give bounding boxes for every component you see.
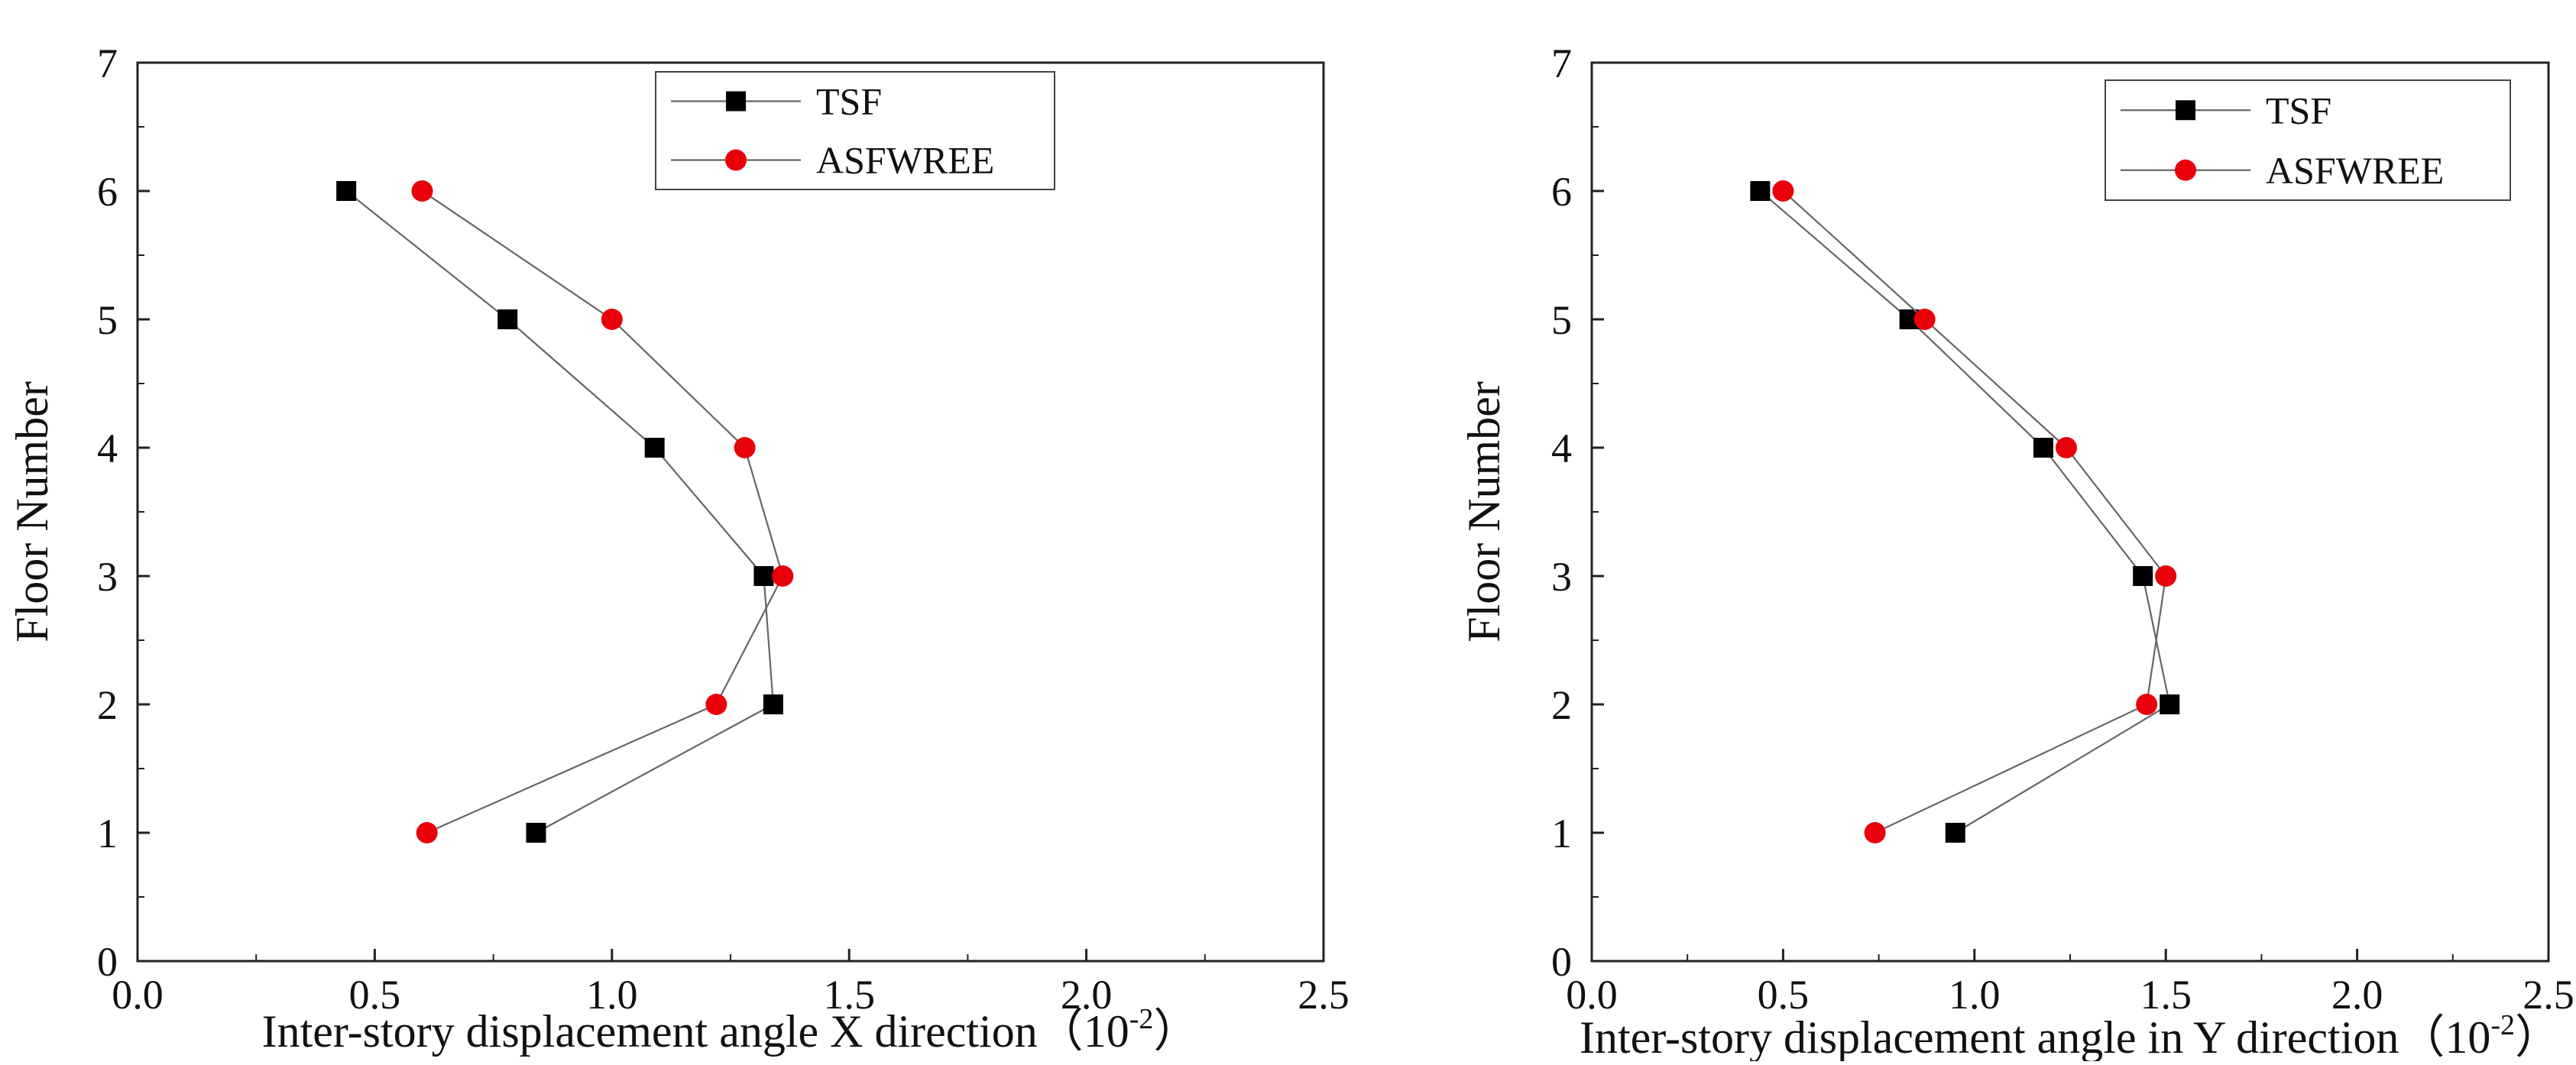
series-asfwree (1772, 180, 2177, 843)
data-point-square (763, 694, 783, 714)
y-tick-label: 6 (97, 169, 118, 215)
x-tick-label: 2.5 (1298, 972, 1350, 1018)
y-axis-title: Floor Number (7, 381, 57, 643)
y-tick-label: 0 (1551, 939, 1572, 985)
legend-marker-square (2176, 100, 2195, 121)
legend-label: TSF (2266, 89, 2331, 131)
x-tick-label: 0.0 (112, 972, 164, 1018)
plot-frame (136, 61, 1325, 963)
series-asfwree (411, 180, 794, 843)
x-tick-label: 2.5 (2523, 972, 2574, 1018)
y-axis-title: Floor Number (1459, 381, 1509, 643)
x-axis-unit-suffix: ） (1153, 1006, 1199, 1057)
legend-marker-circle (725, 149, 747, 171)
series-line (1759, 190, 2171, 834)
data-point-circle (2055, 437, 2077, 458)
x-axis-title-text: Inter-story displacement angle in Y dire… (1580, 1012, 2490, 1061)
y-tick-label: 3 (97, 554, 118, 600)
data-point-circle (601, 309, 623, 330)
x-tick-label: 0.5 (1758, 972, 1810, 1018)
x-tick-label: 0.5 (349, 972, 401, 1018)
x-tick-label: 1.5 (2140, 972, 2192, 1018)
y-tick-label: 5 (97, 297, 118, 343)
y-tick-label: 1 (1551, 811, 1572, 856)
data-point-square (1750, 181, 1771, 201)
y-tick-label: 3 (1551, 554, 1572, 600)
data-point-circle (1913, 309, 1936, 330)
x-tick-label: 1.0 (1949, 972, 2001, 1018)
legend-box (2105, 79, 2511, 201)
data-point-square (2133, 566, 2153, 586)
data-point-circle (411, 180, 433, 202)
y-tick-label: 1 (97, 811, 118, 856)
series-line (345, 190, 775, 834)
x-axis-unit-exponent: -2 (1129, 1003, 1154, 1035)
x-tick-label: 1.0 (586, 972, 638, 1018)
data-point-circle (1864, 822, 1886, 843)
legend-box (655, 71, 1055, 190)
y-tick-label: 2 (97, 682, 118, 728)
data-point-circle (2136, 694, 2158, 715)
data-point-circle (1772, 180, 1794, 202)
legend-marker-square (726, 91, 746, 112)
series-tsf (336, 181, 783, 843)
x-axis-title: Inter-story displacement angle X directi… (262, 1003, 1200, 1057)
data-point-square (497, 309, 518, 329)
x-tick-label: 2.0 (2331, 972, 2383, 1018)
x-axis-title-text: Inter-story displacement angle X directi… (262, 1006, 1129, 1057)
x-axis-unit-exponent: -2 (2490, 1009, 2515, 1041)
legend-marker-circle (2175, 159, 2196, 181)
y-tick-label: 5 (1551, 297, 1572, 343)
data-point-circle (772, 565, 794, 587)
legend: TSF ASFWREE (2105, 79, 2511, 201)
y-tick-label: 2 (1551, 682, 1572, 728)
data-point-square (1945, 823, 1965, 843)
data-point-circle (705, 694, 727, 715)
legend: TSF ASFWREE (655, 71, 1055, 190)
y-tick-label: 7 (1551, 40, 1572, 86)
y-tick-label: 6 (1551, 169, 1572, 215)
series-line (421, 190, 784, 834)
y-tick-label: 4 (97, 426, 118, 471)
chart-panel-1: 0.0 0.5 1.0 1.5 2.0 2.5 0 1 2 3 4 5 6 7 Floor Number In… (7, 40, 1350, 1057)
chart-panel-2: 0.0 0.5 1.0 1.5 2.0 2.5 0 1 2 3 4 5 6 7 Floor Number In… (1459, 40, 2574, 1063)
y-tick-label: 4 (1551, 426, 1572, 471)
x-tick-label: 2.0 (1061, 972, 1113, 1018)
data-point-square (2160, 694, 2180, 714)
series-line (1782, 190, 2167, 834)
data-point-square (336, 181, 357, 201)
y-tick-label: 0 (97, 939, 118, 985)
legend-label: TSF (816, 80, 882, 123)
data-point-circle (416, 822, 438, 843)
data-point-square (644, 438, 665, 458)
data-point-square (526, 823, 546, 843)
x-tick-label: 1.5 (823, 972, 875, 1018)
data-point-circle (734, 437, 756, 458)
x-axis-title: Inter-story displacement angle in Y dire… (1580, 1009, 2561, 1061)
x-axis-unit-suffix: ） (2515, 1012, 2561, 1061)
series-tsf (1750, 181, 2180, 843)
x-tick-label: 0.0 (1566, 972, 1618, 1018)
data-point-circle (2155, 565, 2177, 587)
data-point-square (2033, 438, 2053, 458)
legend-label: ASFWREE (2266, 149, 2444, 192)
y-tick-label: 7 (97, 40, 118, 86)
data-point-square (753, 566, 774, 586)
legend-label: ASFWREE (816, 139, 994, 182)
